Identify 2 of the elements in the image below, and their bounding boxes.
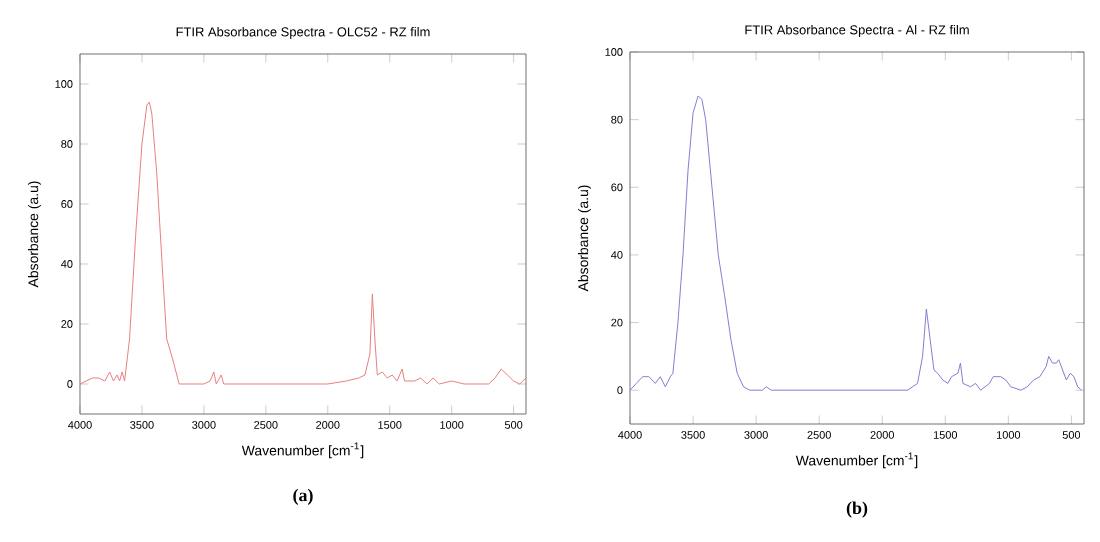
text: (a) bbox=[293, 488, 313, 505]
text: (b) bbox=[846, 501, 868, 518]
